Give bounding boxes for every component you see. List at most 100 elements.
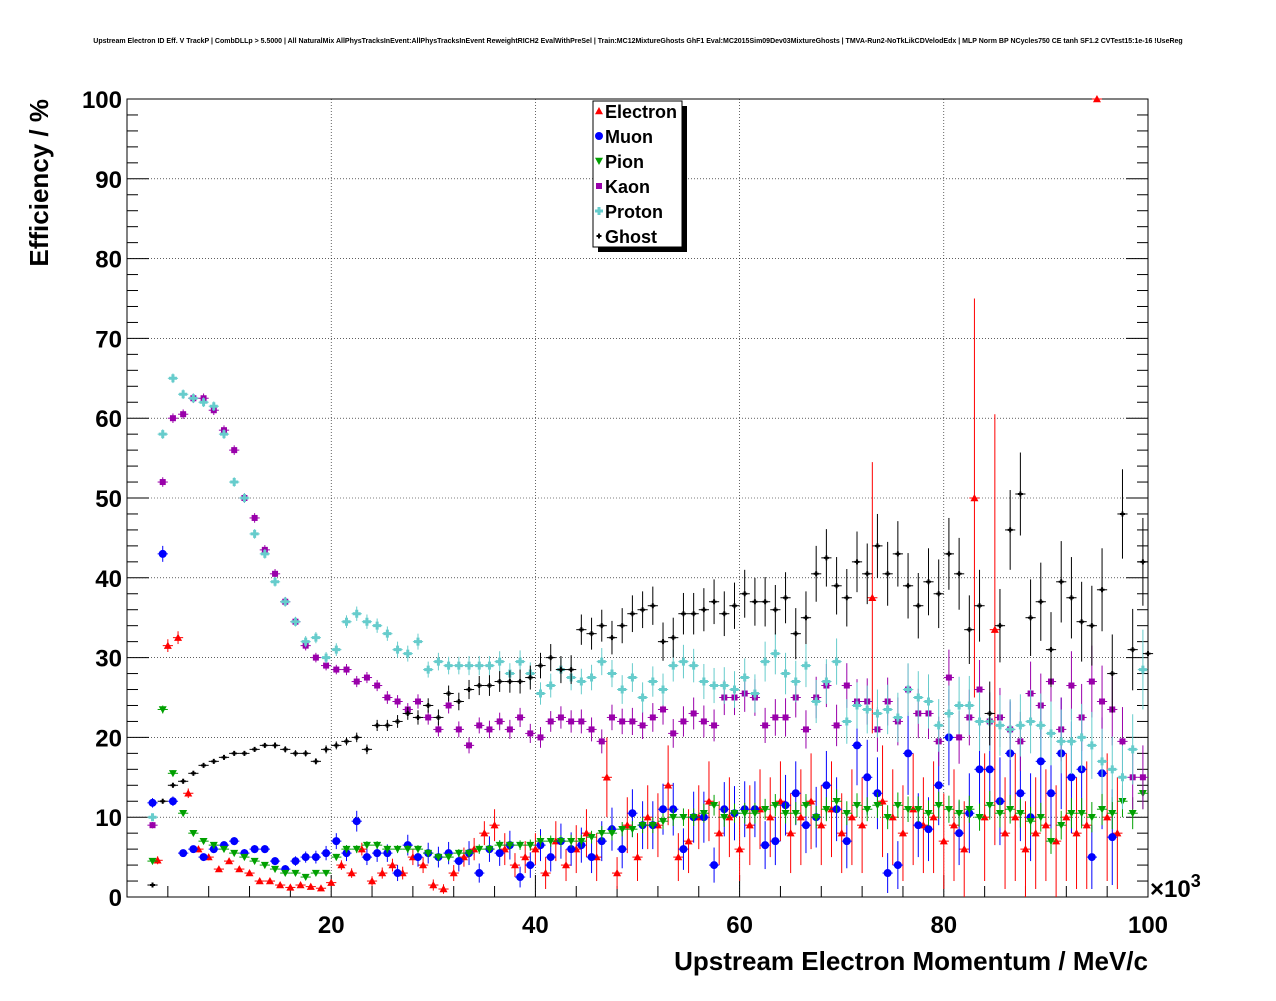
ghost-marker	[660, 639, 666, 645]
pion-marker	[189, 829, 198, 838]
proton-point	[954, 676, 965, 735]
electron-point	[1030, 777, 1041, 890]
muon-marker	[413, 853, 422, 862]
kaon-marker	[159, 479, 166, 486]
kaon-marker	[578, 718, 585, 725]
ghost-point	[188, 770, 199, 776]
ghost-marker	[783, 595, 789, 601]
ghost-marker	[1130, 647, 1136, 653]
ghost-marker	[925, 579, 931, 585]
ghost-point	[555, 656, 567, 684]
pion-marker	[301, 873, 310, 882]
ghost-marker	[946, 551, 952, 557]
proton-marker	[781, 669, 790, 678]
kaon-point	[555, 706, 567, 729]
x-tick-label: 20	[318, 912, 345, 939]
pion-marker	[1057, 821, 1066, 830]
proton-point	[198, 397, 209, 408]
pion-marker	[669, 814, 678, 822]
pion-marker	[1016, 810, 1025, 818]
proton-point	[647, 666, 658, 697]
pion-point	[596, 825, 607, 841]
kaon-point	[770, 699, 781, 736]
pion-marker	[495, 841, 504, 850]
proton-marker	[648, 677, 657, 686]
ghost-point	[698, 588, 709, 632]
electron-marker	[674, 853, 683, 861]
electron-point	[540, 857, 551, 890]
y-tick-label: 100	[82, 87, 122, 114]
electron-point	[785, 793, 796, 874]
electron-point	[326, 878, 337, 886]
pion-point	[647, 817, 658, 834]
proton-marker	[1047, 729, 1056, 738]
electron-marker	[664, 781, 673, 789]
ghost-marker	[731, 603, 737, 609]
ghost-point	[729, 582, 740, 629]
muon-marker	[168, 797, 177, 806]
pion-point	[147, 857, 158, 866]
electron-point	[999, 777, 1011, 890]
pion-point	[882, 805, 893, 830]
proton-marker	[168, 374, 177, 383]
muon-point	[320, 845, 332, 861]
ghost-point	[433, 709, 444, 726]
ghost-point	[269, 742, 281, 749]
legend-entry-pion: Pion	[595, 152, 644, 172]
ghost-marker	[395, 718, 401, 724]
kaon-marker	[772, 714, 779, 721]
proton-point	[259, 549, 270, 559]
proton-marker	[1077, 733, 1086, 742]
proton-point	[749, 674, 761, 713]
ghost-point	[668, 617, 679, 658]
pion-marker	[1047, 837, 1056, 846]
ghost-point	[249, 746, 260, 752]
pion-point	[902, 796, 914, 822]
ghost-point	[474, 675, 485, 696]
electron-point	[417, 857, 429, 874]
electron-point	[1040, 769, 1052, 882]
electron-point	[346, 868, 357, 878]
pion-marker	[240, 853, 249, 862]
legend-entry-ghost: Ghost	[596, 227, 657, 247]
kaon-marker	[639, 722, 646, 729]
proton-marker	[1128, 745, 1137, 754]
pion-marker	[1087, 814, 1096, 822]
proton-marker	[495, 657, 504, 666]
pion-point	[402, 845, 413, 854]
electron-marker	[939, 837, 948, 845]
pion-point	[606, 825, 618, 841]
proton-marker	[148, 813, 157, 822]
ghost-marker	[956, 571, 962, 577]
electron-marker	[214, 865, 223, 873]
electron-marker	[378, 869, 387, 877]
x-tick-label: 40	[522, 912, 549, 939]
ghost-point	[760, 577, 771, 627]
muon-marker	[934, 781, 943, 790]
ghost-marker	[772, 607, 778, 613]
proton-marker	[260, 549, 269, 558]
pion-point	[790, 802, 801, 825]
pion-point	[586, 830, 597, 844]
y-tick-label: 20	[95, 725, 122, 752]
pion-marker	[965, 806, 974, 814]
pion-point	[974, 803, 985, 831]
pion-point	[463, 849, 475, 858]
electron-marker	[847, 813, 856, 821]
proton-point	[1005, 699, 1016, 760]
pion-point	[719, 807, 730, 827]
electron-marker	[990, 625, 999, 633]
proton-marker	[771, 649, 780, 658]
pion-marker	[199, 837, 208, 846]
pion-marker	[403, 845, 412, 854]
proton-marker	[679, 657, 688, 666]
electron-marker	[684, 837, 693, 845]
electron-point	[601, 737, 612, 818]
kaon-point	[504, 719, 515, 739]
pion-point	[1025, 806, 1036, 836]
ghost-marker	[180, 778, 186, 784]
proton-point	[841, 699, 852, 744]
pion-point	[423, 849, 434, 858]
muon-marker	[148, 798, 157, 807]
proton-marker	[669, 661, 678, 670]
